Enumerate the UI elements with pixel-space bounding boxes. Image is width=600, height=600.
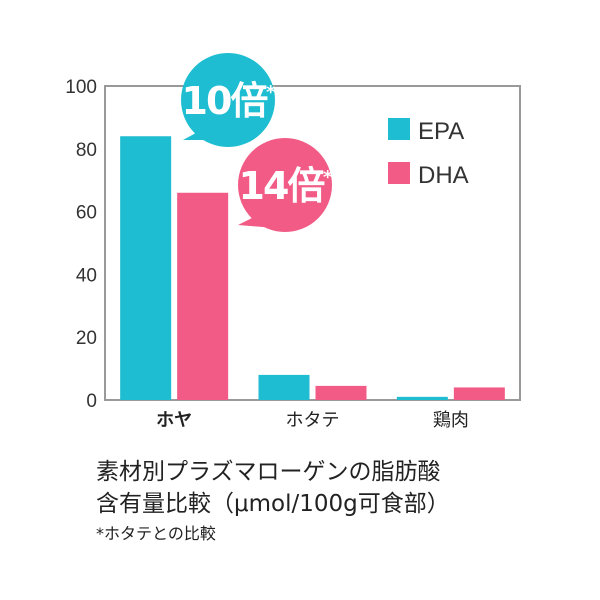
plot-frame xyxy=(104,85,521,401)
bar-epa xyxy=(396,396,448,400)
callout-asterisk: * xyxy=(266,82,276,103)
bar-epa xyxy=(258,374,310,400)
caption-note: *ホタテとの比較 xyxy=(96,524,216,543)
bar-epa xyxy=(120,136,172,401)
callout-text: 14倍 xyxy=(239,164,326,208)
y-tick-label: 20 xyxy=(76,328,97,349)
x-tick-label: ホヤ xyxy=(156,410,192,431)
legend-label-dha: DHA xyxy=(418,162,469,189)
callout-text: 10倍 xyxy=(182,79,269,123)
caption-line-2: 含有量比較（μmol/100g可食部） xyxy=(96,491,450,517)
caption-line-1: 素材別プラズマローゲンの脂肪酸 xyxy=(96,459,441,485)
callout-bubble xyxy=(238,138,332,232)
y-tick-label: 0 xyxy=(86,391,97,412)
legend-label-epa: EPA xyxy=(418,118,464,145)
callout-bubble xyxy=(181,53,275,147)
legend-swatch-dha xyxy=(388,162,410,184)
y-tick-label: 40 xyxy=(76,265,97,286)
bar-dha xyxy=(177,192,229,400)
x-tick-label: ホタテ xyxy=(286,410,340,431)
bar-dha xyxy=(453,387,505,400)
y-tick-label: 100 xyxy=(65,77,97,98)
x-tick-label: 鶏肉 xyxy=(433,410,469,431)
y-tick-label: 60 xyxy=(76,203,97,224)
legend-swatch-epa xyxy=(388,118,410,140)
y-tick-label: 80 xyxy=(76,140,97,161)
callout-asterisk: * xyxy=(323,167,333,188)
bar-dha xyxy=(315,385,367,400)
